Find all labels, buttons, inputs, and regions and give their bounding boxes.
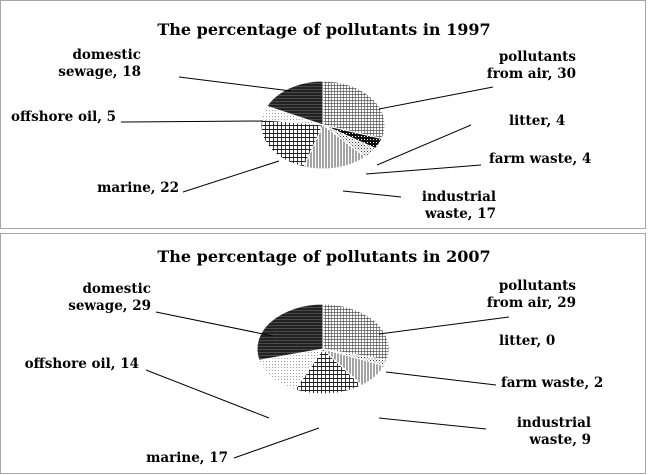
data-label-offshore-oil: offshore oil, 14 <box>25 356 139 372</box>
pie-slice-industrial-waste <box>303 124 367 170</box>
data-label-litter: litter, 4 <box>509 113 565 129</box>
data-label-industrial-waste: industrial waste, 17 <box>422 189 496 222</box>
data-label-pollutants-from-air: pollutants from air, 29 <box>487 278 577 311</box>
leader-line-pollutants-from-air <box>378 86 494 110</box>
pie-chart-1997: The percentage of pollutants in 1997 poll… <box>11 20 591 222</box>
leader-line-litter <box>376 124 472 166</box>
data-label-marine: marine, 22 <box>97 180 179 196</box>
leader-line-marine <box>182 160 280 193</box>
pie-slice-pollutants-from-air <box>322 80 386 140</box>
pie-chart-2007: The percentage of pollutants in 2007 poll… <box>25 247 604 466</box>
data-label-farm-waste: farm waste, 4 <box>489 151 591 167</box>
data-label-offshore-oil: offshore oil, 5 <box>11 109 116 125</box>
pie-slice-marine <box>294 348 363 395</box>
chart-panel-2007: The percentage of pollutants in 2007 poll… <box>0 233 646 474</box>
pie-slice-domestic-sewage <box>266 80 324 126</box>
leader-line-industrial-waste <box>378 417 487 430</box>
chart-title: The percentage of pollutants in 2007 <box>157 247 490 266</box>
data-label-farm-waste: farm waste, 2 <box>501 375 603 391</box>
chart-title: The percentage of pollutants in 1997 <box>157 20 490 39</box>
pie-slice-domestic-sewage <box>256 303 324 361</box>
pie-slice-pollutants-from-air <box>322 303 390 361</box>
leader-line-offshore-oil <box>120 120 264 123</box>
leader-line-pollutants-from-air <box>378 316 510 335</box>
leader-line-domestic-sewage <box>178 76 292 92</box>
chart-panel-1997: The percentage of pollutants in 1997 poll… <box>0 0 646 229</box>
data-label-litter: litter, 0 <box>499 333 555 349</box>
data-label-domestic-sewage: domestic sewage, 29 <box>68 281 151 314</box>
data-label-industrial-waste: industrial waste, 9 <box>517 415 591 448</box>
leader-line-offshore-oil <box>145 369 270 419</box>
leader-line-farm-waste <box>385 371 497 386</box>
pie-slice-offshore-oil <box>258 348 325 391</box>
pie-slice-marine <box>260 118 324 168</box>
data-label-marine: marine, 17 <box>146 450 228 466</box>
leader-line-marine <box>233 427 320 459</box>
data-label-domestic-sewage: domestic sewage, 18 <box>58 47 141 80</box>
leader-line-domestic-sewage <box>155 311 274 337</box>
data-label-pollutants-from-air: pollutants from air, 30 <box>487 49 577 82</box>
leader-line-industrial-waste <box>342 190 402 198</box>
leader-line-farm-waste <box>365 164 482 175</box>
